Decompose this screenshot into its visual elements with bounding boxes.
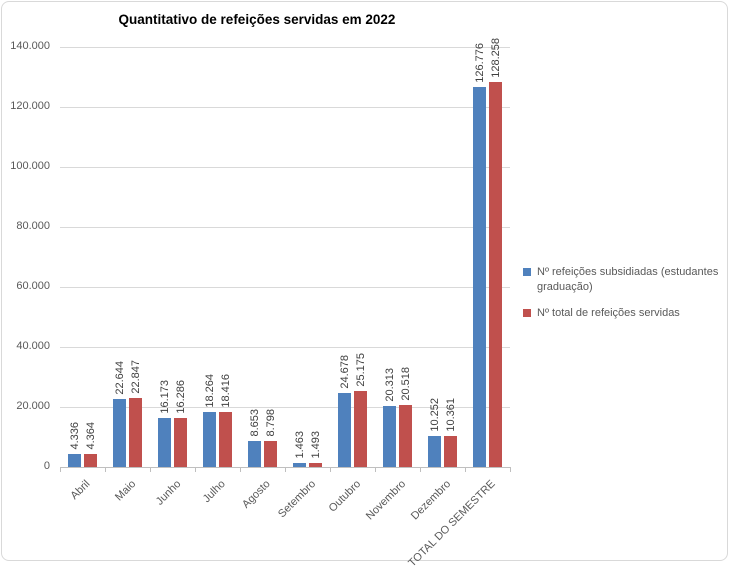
legend-label: Nº total de refeições servidas (537, 306, 680, 319)
gridline (60, 107, 510, 108)
y-axis-tick-label: 60.000 (16, 280, 50, 292)
legend-swatch-icon (523, 308, 531, 317)
data-label: 8.798 (264, 409, 277, 437)
y-axis-tick-label: 80.000 (16, 220, 50, 232)
data-label: 1.463 (293, 431, 306, 459)
data-label: 20.313 (383, 368, 396, 402)
legend-label: Nº refeições subsidiadas (estudantes gra… (537, 266, 719, 293)
gridline (60, 287, 510, 288)
bar-series2-abril (84, 454, 97, 467)
data-label: 18.264 (203, 374, 216, 408)
data-label: 25.175 (354, 353, 367, 387)
data-label: 18.416 (219, 374, 232, 408)
y-axis-tick-label: 0 (43, 460, 50, 472)
x-axis-category-label: Julho (200, 478, 228, 506)
bar-series2-total-do-semestre (489, 82, 502, 467)
x-axis-tick (465, 467, 466, 472)
x-axis-tick (60, 467, 61, 472)
x-axis-tick (105, 467, 106, 472)
data-label: 20.518 (399, 367, 412, 401)
bar-series1-setembro (293, 463, 306, 467)
legend: Nº refeições subsidiadas (estudantes gra… (523, 265, 725, 321)
data-label: 24.678 (338, 355, 351, 389)
gridline (60, 227, 510, 228)
gridline (60, 347, 510, 348)
x-axis-category-label: Abril (68, 478, 93, 503)
bar-series1-junho (158, 418, 171, 467)
x-axis-category-label: TOTAL DO SEMESTRE (406, 478, 498, 569)
x-axis-tick (240, 467, 241, 472)
data-label: 128.258 (489, 38, 502, 78)
y-axis-tick-label: 100.000 (10, 160, 50, 172)
x-axis-category-label: Junho (153, 478, 183, 508)
x-axis-tick (285, 467, 286, 472)
bar-series2-outubro (354, 391, 367, 467)
bar-series1-novembro (383, 406, 396, 467)
bar-series2-agosto (264, 441, 277, 467)
y-axis-tick-label: 140.000 (10, 40, 50, 52)
x-axis-tick (150, 467, 151, 472)
bar-series2-setembro (309, 463, 322, 467)
data-label: 10.252 (428, 398, 441, 432)
bar-series1-dezembro (428, 436, 441, 467)
bar-series1-outubro (338, 393, 351, 467)
y-axis-tick-label: 120.000 (10, 100, 50, 112)
bar-series2-dezembro (444, 436, 457, 467)
bar-series1-julho (203, 412, 216, 467)
data-label: 10.361 (444, 398, 457, 432)
gridline (60, 407, 510, 408)
bar-series1-abril (68, 454, 81, 467)
data-label: 22.847 (129, 360, 142, 394)
data-label: 4.336 (68, 422, 81, 450)
data-label: 16.173 (158, 380, 171, 414)
x-axis-tick (420, 467, 421, 472)
bar-series2-maio (129, 398, 142, 467)
x-axis-category-label: Maio (112, 478, 138, 504)
chart-title: Quantitativo de refeições servidas em 20… (118, 12, 396, 27)
bar-series2-julho (219, 412, 232, 467)
x-axis-tick (195, 467, 196, 472)
data-label: 22.644 (113, 361, 126, 395)
bar-series1-agosto (248, 441, 261, 467)
data-label: 4.364 (84, 422, 97, 450)
gridline (60, 167, 510, 168)
data-label: 126.776 (473, 43, 486, 83)
data-label: 1.493 (309, 431, 322, 459)
legend-item-2: Nº total de refeições servidas (523, 306, 725, 321)
bar-series2-junho (174, 418, 187, 467)
x-axis-category-label: Outubro (326, 478, 363, 515)
y-axis-tick-label: 20.000 (16, 400, 50, 412)
x-axis-tick (510, 467, 511, 472)
x-axis-category-label: Novembro (363, 478, 408, 523)
gridline (60, 47, 510, 48)
x-axis-category-label: Dezembro (408, 478, 453, 523)
bar-series1-total-do-semestre (473, 87, 486, 467)
data-label: 8.653 (248, 409, 261, 437)
x-axis-category-label: Agosto (240, 478, 273, 511)
legend-swatch-icon (523, 268, 531, 276)
x-axis-tick (330, 467, 331, 472)
bar-series2-novembro (399, 405, 412, 467)
x-axis-category-label: Setembro (275, 478, 318, 521)
data-label: 16.286 (174, 380, 187, 414)
bar-series1-maio (113, 399, 126, 467)
y-axis-tick-label: 40.000 (16, 340, 50, 352)
x-axis-tick (375, 467, 376, 472)
legend-item-1: Nº refeições subsidiadas (estudantes gra… (523, 265, 725, 295)
